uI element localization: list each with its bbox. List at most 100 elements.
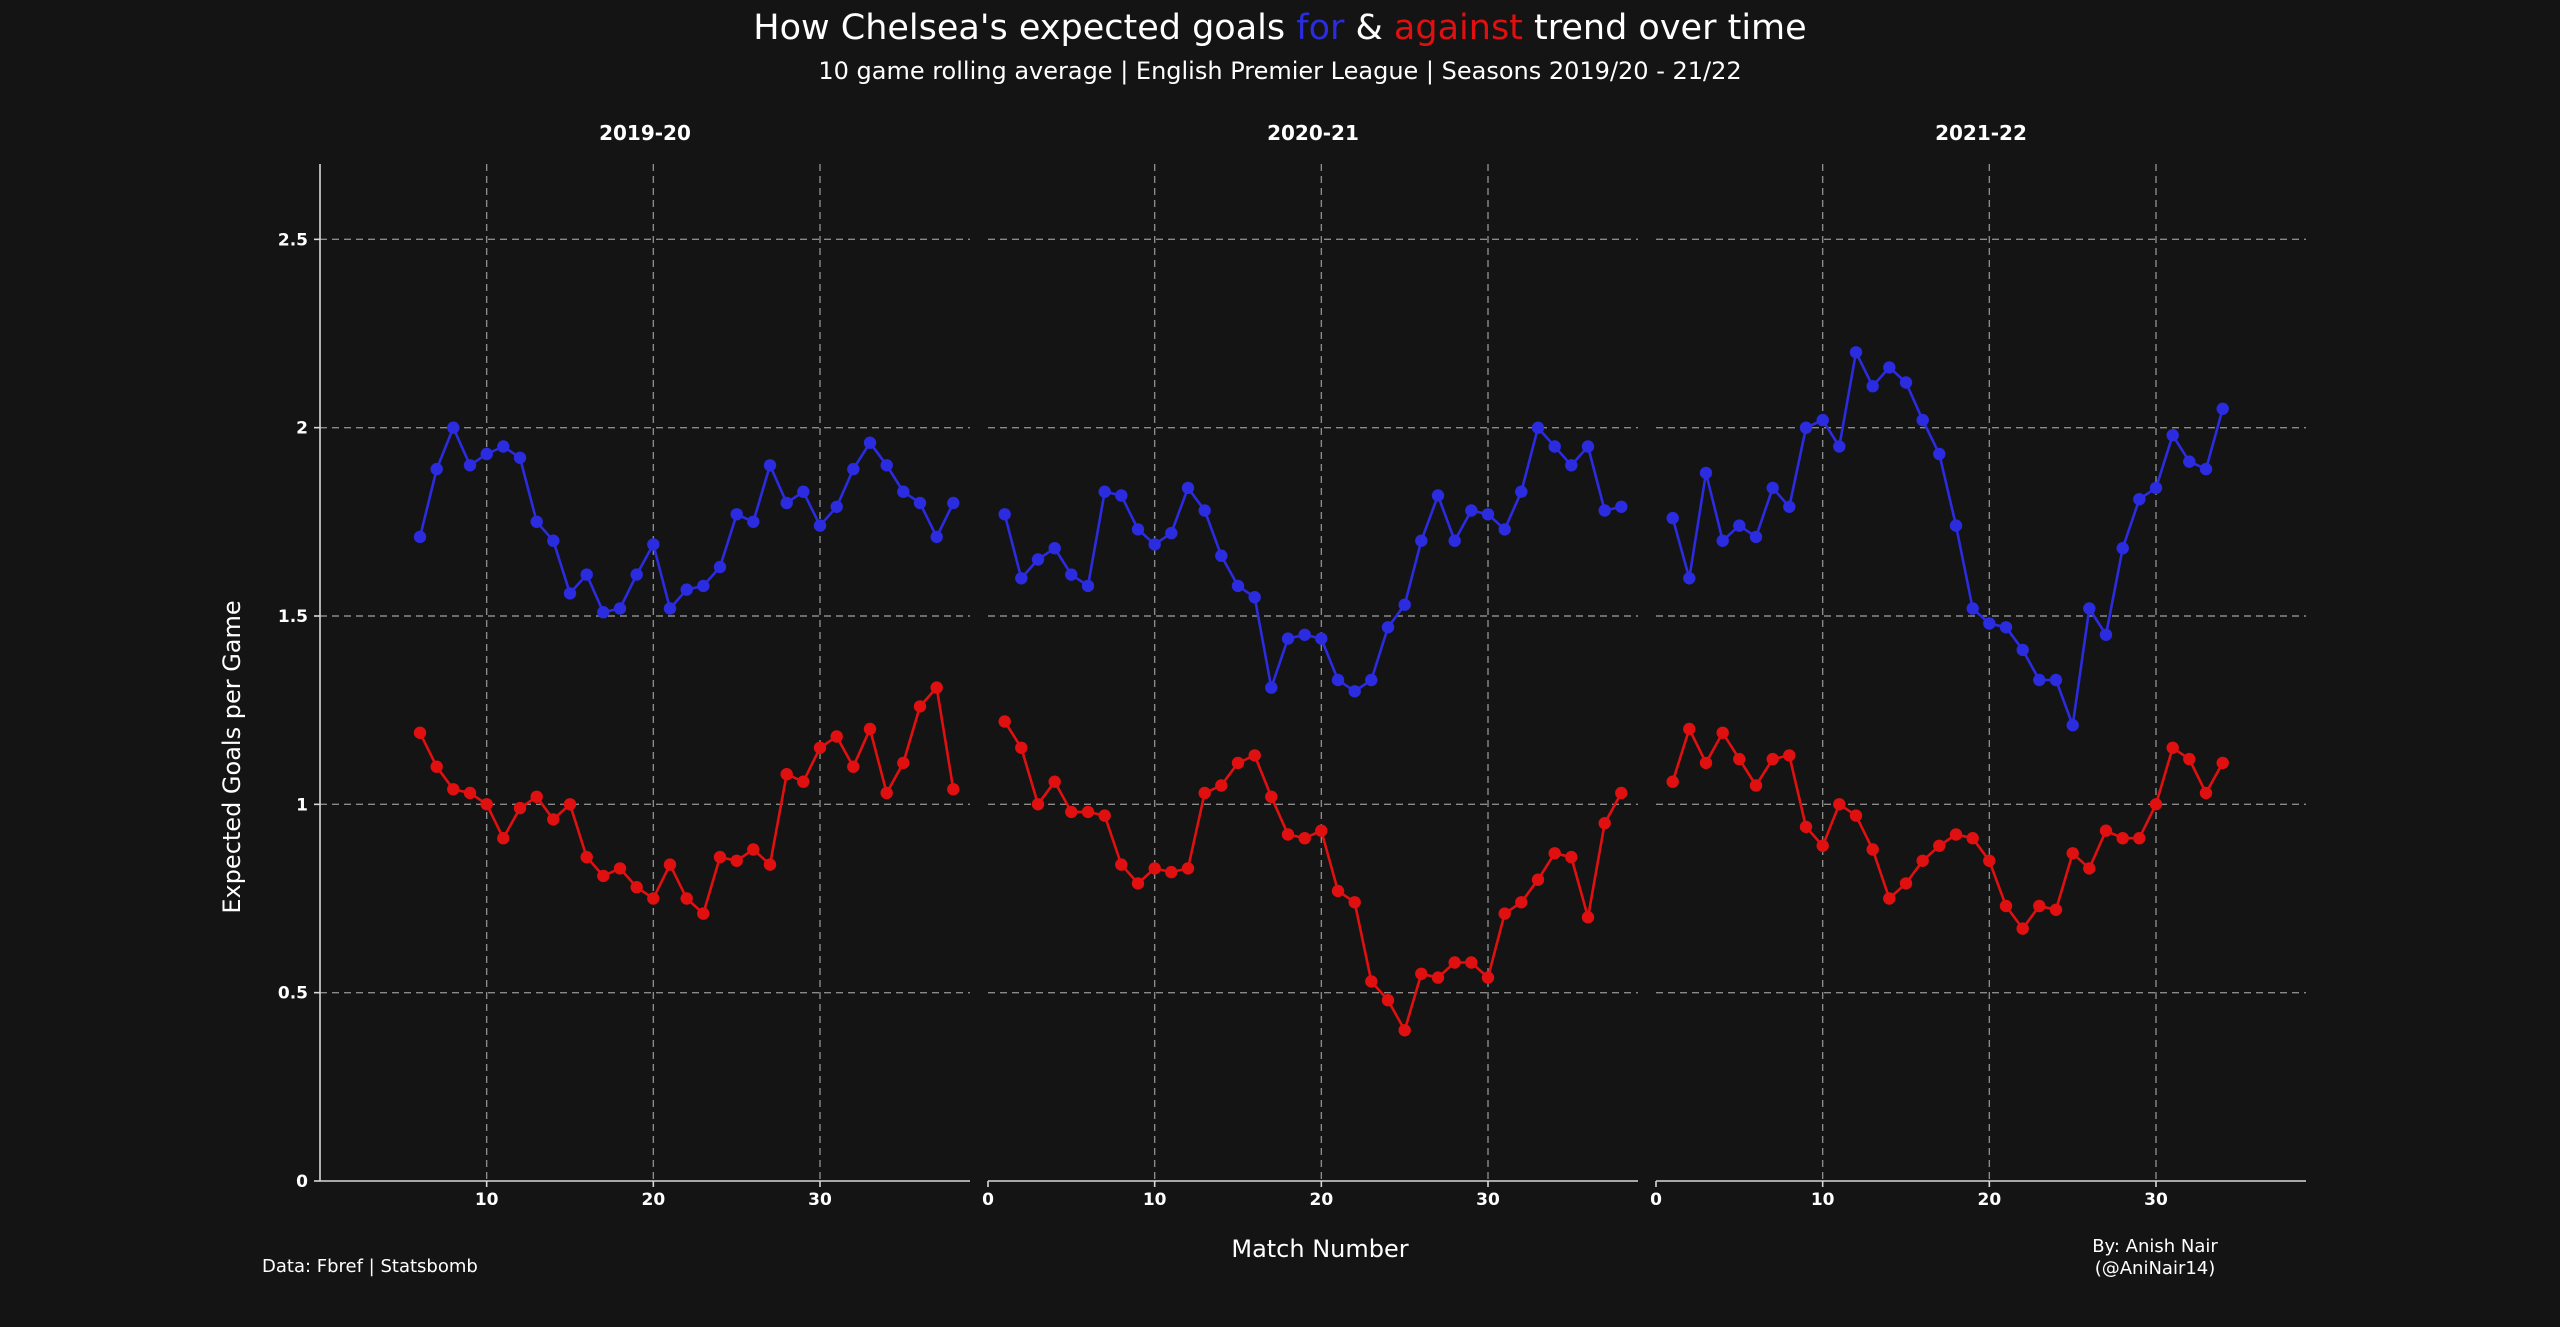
data-point-against <box>697 907 710 920</box>
data-point-for <box>2049 673 2063 687</box>
data-point-against <box>713 850 727 864</box>
data-point-against <box>2049 903 2063 916</box>
x-tick-label: 10 <box>1143 1190 1167 1210</box>
data-point-against <box>2133 832 2146 845</box>
data-point-for <box>530 515 543 528</box>
data-point-against <box>797 775 810 788</box>
data-point-against <box>430 760 443 773</box>
data-point-against <box>1281 828 1295 841</box>
data-point-for <box>2216 402 2229 415</box>
data-point-against <box>1381 994 1395 1007</box>
data-point-against <box>1598 817 1611 830</box>
data-point-against <box>1165 865 1178 879</box>
x-axis-title: Match Number <box>1231 1235 1408 1263</box>
data-point-for <box>480 447 493 461</box>
data-point-for <box>663 602 677 615</box>
data-point-against <box>1348 896 1361 909</box>
data-point-against <box>1081 805 1095 819</box>
data-point-for <box>580 568 593 581</box>
data-point-against <box>1098 809 1111 822</box>
series-line-against <box>418 686 955 915</box>
y-tick-label: 1 <box>296 795 308 815</box>
data-point-against <box>1448 956 1461 969</box>
data-source-note: Data: Fbref | Statsbomb <box>262 1256 478 1277</box>
data-point-for <box>1448 534 1461 547</box>
x-tick-label: 30 <box>2144 1190 2168 1210</box>
y-tick-label: 1.5 <box>278 607 308 627</box>
data-point-for <box>1315 632 1328 645</box>
data-point-for <box>497 440 510 453</box>
data-point-against <box>613 862 627 875</box>
data-point-for <box>1431 489 1445 502</box>
data-point-for <box>1198 504 1211 517</box>
data-point-for <box>1716 534 1729 547</box>
x-tick-label: 30 <box>1476 1190 1500 1210</box>
data-point-for <box>880 459 893 472</box>
title-for-word: for <box>1296 8 1345 48</box>
data-point-for <box>2133 493 2146 506</box>
data-point-against <box>563 798 577 811</box>
data-point-against <box>1431 971 1445 984</box>
data-point-for <box>1816 413 1829 427</box>
data-point-against <box>1766 752 1779 766</box>
data-point-for <box>1415 534 1428 547</box>
data-point-for <box>647 538 660 551</box>
author-credit-handle: (@AniNair14) <box>2094 1258 2216 1279</box>
series-layer <box>413 346 2229 1037</box>
data-point-against <box>513 801 527 815</box>
data-point-against <box>1365 975 1378 988</box>
data-point-against <box>480 798 493 811</box>
data-point-against <box>863 722 877 736</box>
data-point-for <box>1231 579 1245 593</box>
chart-subtitle: 10 game rolling average | English Premie… <box>818 57 1742 85</box>
data-point-for <box>680 583 693 596</box>
data-point-against <box>2116 832 2129 845</box>
data-point-for <box>2116 542 2129 555</box>
data-point-against <box>998 715 1011 728</box>
data-point-for <box>613 602 627 615</box>
data-point-for <box>463 459 477 472</box>
x-tick-label: 20 <box>1977 1190 2001 1210</box>
data-point-for <box>1983 617 1996 630</box>
data-point-for <box>2083 602 2096 615</box>
data-point-against <box>1581 911 1595 924</box>
data-point-for <box>913 496 927 510</box>
data-point-for <box>1833 440 1846 453</box>
data-point-for <box>1783 500 1796 513</box>
x-tick-label: 10 <box>1811 1190 1835 1210</box>
data-point-for <box>1348 685 1361 698</box>
data-point-against <box>1699 756 1713 770</box>
data-point-for <box>1131 523 1145 536</box>
data-point-for <box>1966 602 1979 615</box>
data-point-for <box>930 530 943 544</box>
data-point-for <box>2066 719 2079 732</box>
data-point-for <box>1181 481 1195 495</box>
data-point-for <box>547 534 560 547</box>
x-tick-label: 30 <box>808 1190 832 1210</box>
data-point-against <box>1531 873 1545 886</box>
data-point-against <box>1298 832 1311 845</box>
data-point-for <box>630 568 643 581</box>
data-point-against <box>1666 775 1679 788</box>
data-point-against <box>1565 850 1578 864</box>
data-point-for <box>1515 485 1528 498</box>
series-line-against <box>1671 727 2224 930</box>
data-point-for <box>563 587 577 600</box>
series-line-against <box>1003 720 1623 1032</box>
data-point-for <box>1165 526 1178 540</box>
data-point-against <box>730 854 743 867</box>
data-point-for <box>780 496 793 510</box>
data-point-for <box>1248 591 1261 604</box>
data-point-for <box>413 530 427 544</box>
data-point-against <box>1683 722 1696 736</box>
data-point-against <box>447 783 460 796</box>
data-point-for <box>1799 421 1813 434</box>
data-point-against <box>463 786 477 800</box>
data-point-for <box>1265 681 1278 694</box>
data-point-against <box>1131 877 1145 890</box>
data-point-against <box>2183 752 2196 766</box>
data-point-against <box>680 892 693 905</box>
data-point-for <box>1098 485 1111 498</box>
y-tick-label: 2.5 <box>278 230 308 250</box>
data-point-against <box>1949 828 1963 841</box>
